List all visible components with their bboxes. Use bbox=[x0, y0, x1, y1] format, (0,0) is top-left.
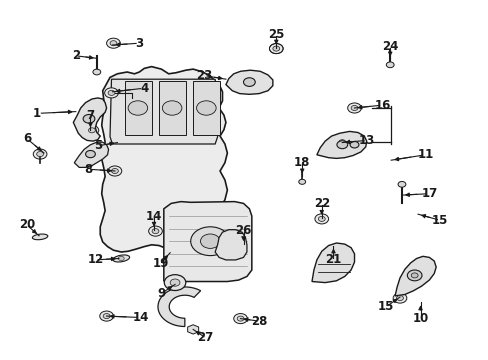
Circle shape bbox=[128, 101, 147, 115]
Circle shape bbox=[85, 125, 99, 135]
Text: 14: 14 bbox=[132, 311, 149, 324]
Text: 16: 16 bbox=[373, 99, 390, 112]
Polygon shape bbox=[311, 243, 354, 283]
Text: 4: 4 bbox=[140, 82, 148, 95]
Polygon shape bbox=[158, 287, 200, 327]
Circle shape bbox=[272, 46, 279, 51]
Text: 24: 24 bbox=[381, 40, 398, 53]
Circle shape bbox=[314, 214, 328, 224]
Circle shape bbox=[347, 103, 361, 113]
Text: 14: 14 bbox=[145, 210, 162, 223]
Text: 21: 21 bbox=[325, 253, 341, 266]
Polygon shape bbox=[394, 256, 435, 296]
Circle shape bbox=[100, 311, 113, 321]
Polygon shape bbox=[110, 79, 217, 144]
Circle shape bbox=[237, 316, 244, 321]
Polygon shape bbox=[215, 230, 246, 260]
Text: 3: 3 bbox=[135, 37, 143, 50]
Circle shape bbox=[392, 293, 406, 303]
Text: 17: 17 bbox=[420, 187, 437, 200]
Circle shape bbox=[318, 216, 325, 221]
Circle shape bbox=[162, 101, 182, 115]
Circle shape bbox=[37, 152, 43, 157]
Circle shape bbox=[233, 314, 247, 324]
Circle shape bbox=[103, 314, 110, 319]
Text: 6: 6 bbox=[23, 132, 31, 145]
Polygon shape bbox=[193, 81, 220, 135]
Circle shape bbox=[336, 141, 347, 149]
Circle shape bbox=[93, 69, 101, 75]
Ellipse shape bbox=[113, 255, 129, 262]
Polygon shape bbox=[225, 70, 272, 94]
Text: 11: 11 bbox=[416, 148, 433, 161]
Circle shape bbox=[298, 179, 305, 184]
Text: 8: 8 bbox=[84, 163, 92, 176]
Text: 9: 9 bbox=[157, 287, 165, 300]
Circle shape bbox=[108, 166, 122, 176]
Text: 2: 2 bbox=[72, 49, 80, 62]
Circle shape bbox=[170, 279, 180, 286]
Circle shape bbox=[349, 141, 358, 148]
Polygon shape bbox=[74, 142, 108, 167]
Text: 27: 27 bbox=[197, 331, 213, 344]
Polygon shape bbox=[100, 67, 227, 253]
Circle shape bbox=[118, 256, 124, 261]
Text: 15: 15 bbox=[431, 214, 447, 227]
Circle shape bbox=[350, 105, 357, 111]
Circle shape bbox=[338, 140, 345, 145]
Text: 12: 12 bbox=[87, 253, 103, 266]
Text: 26: 26 bbox=[235, 224, 251, 237]
Text: 25: 25 bbox=[267, 28, 284, 41]
Circle shape bbox=[335, 137, 348, 147]
Circle shape bbox=[104, 88, 118, 98]
Circle shape bbox=[200, 234, 220, 248]
Text: 23: 23 bbox=[196, 69, 212, 82]
Text: 18: 18 bbox=[293, 156, 310, 169]
Text: 22: 22 bbox=[313, 197, 329, 210]
Circle shape bbox=[407, 270, 421, 281]
Text: 15: 15 bbox=[377, 300, 394, 313]
Text: 20: 20 bbox=[19, 219, 35, 231]
Circle shape bbox=[148, 226, 162, 236]
Ellipse shape bbox=[32, 234, 48, 240]
Circle shape bbox=[397, 181, 405, 187]
Text: 5: 5 bbox=[94, 139, 102, 152]
Circle shape bbox=[88, 128, 95, 133]
Text: 7: 7 bbox=[86, 109, 94, 122]
Circle shape bbox=[196, 101, 216, 115]
Circle shape bbox=[386, 62, 393, 68]
Polygon shape bbox=[163, 202, 251, 282]
Circle shape bbox=[106, 38, 120, 48]
Circle shape bbox=[110, 41, 117, 46]
Text: 13: 13 bbox=[358, 134, 374, 147]
Circle shape bbox=[152, 229, 159, 234]
Circle shape bbox=[108, 90, 115, 95]
Circle shape bbox=[33, 149, 47, 159]
Polygon shape bbox=[124, 81, 151, 135]
Circle shape bbox=[410, 273, 417, 278]
Polygon shape bbox=[187, 325, 198, 334]
Circle shape bbox=[85, 150, 95, 158]
Circle shape bbox=[396, 296, 403, 301]
Polygon shape bbox=[73, 98, 106, 141]
Circle shape bbox=[83, 114, 95, 123]
Circle shape bbox=[190, 227, 229, 256]
Text: 1: 1 bbox=[33, 107, 41, 120]
Circle shape bbox=[111, 168, 118, 174]
Circle shape bbox=[243, 78, 255, 86]
Circle shape bbox=[164, 275, 185, 291]
Polygon shape bbox=[159, 81, 185, 135]
Text: 28: 28 bbox=[250, 315, 267, 328]
Text: 19: 19 bbox=[152, 257, 168, 270]
Text: 10: 10 bbox=[411, 312, 428, 325]
Polygon shape bbox=[316, 131, 366, 158]
Circle shape bbox=[269, 44, 283, 54]
